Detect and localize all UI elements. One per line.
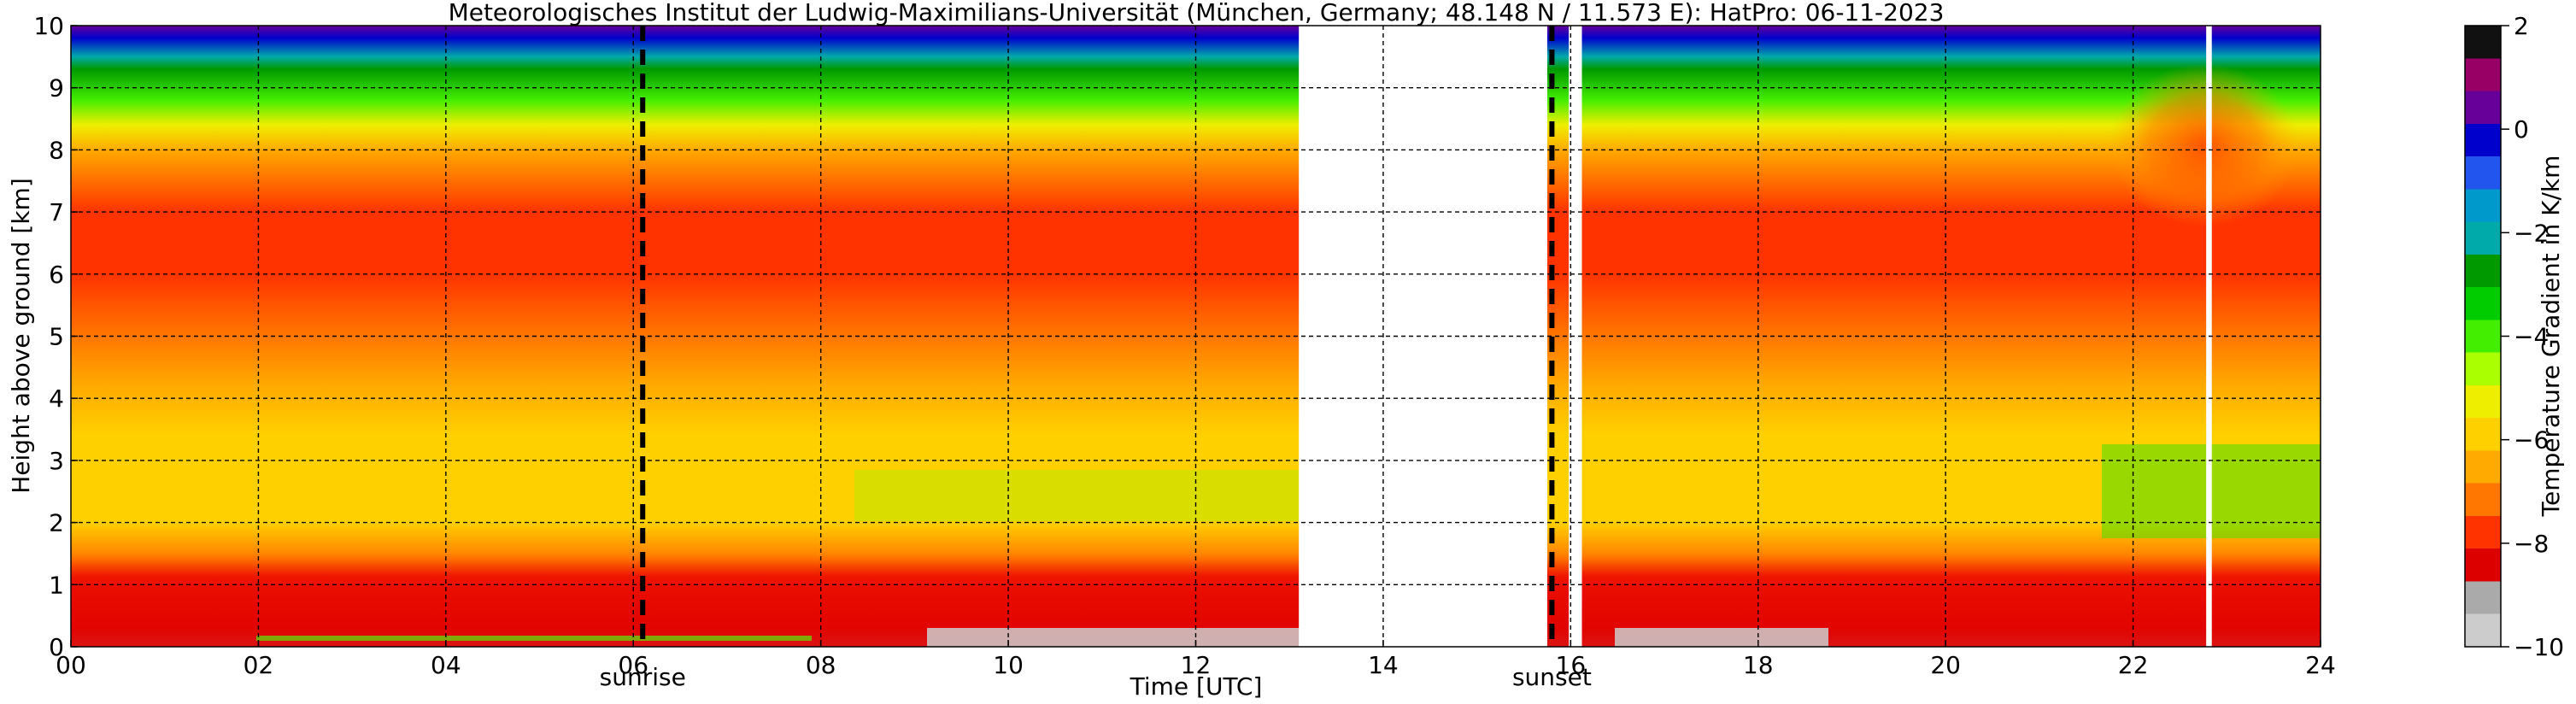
y-tick-label: 8 [49, 136, 64, 164]
surface-gray-patch-day [927, 628, 1303, 647]
x-tick-label: 22 [2118, 651, 2149, 679]
colorbar-ticks: 2 0 −2 −4 −6 −8 −10 [2501, 12, 2564, 661]
y-tick-label: 9 [49, 74, 64, 103]
y-tick-label: 3 [49, 447, 64, 475]
x-tick-label: 08 [806, 651, 836, 679]
x-tick-label: 10 [993, 651, 1024, 679]
y-tick-label: 7 [49, 198, 64, 226]
sunset-label: sunset [1512, 663, 1592, 691]
chart-title: Meteorologisches Institut der Ludwig-Max… [449, 0, 1945, 26]
y-tick-label: 10 [33, 12, 64, 40]
x-tick-label: 00 [56, 651, 86, 679]
colorbar-label: Temperature Gradient in K/km [2537, 155, 2565, 518]
evening-upper-layer [2110, 64, 2298, 226]
surface-green-line [256, 636, 812, 641]
x-tick-label: 24 [2305, 651, 2336, 679]
y-tick-label: 6 [49, 261, 64, 289]
y-tick-label: 2 [49, 509, 64, 537]
colorbar-tick-label: −6 [2514, 426, 2549, 455]
sunrise-label: sunrise [600, 663, 686, 691]
y-tick-label: 4 [49, 384, 64, 413]
x-tick-label: 16 [1556, 651, 1587, 679]
x-tick-label: 02 [244, 651, 274, 679]
x-tick-label: 06 [618, 651, 648, 679]
colorbar: 2 0 −2 −4 −6 −8 −10 Temperature Gradient in K/… [2464, 12, 2565, 661]
x-tick-label: 04 [431, 651, 461, 679]
y-tick-label: 1 [49, 571, 64, 599]
data-gap [1569, 26, 1582, 647]
y-tick-label: 5 [49, 323, 64, 351]
colorbar-tick-label: −2 [2514, 219, 2549, 247]
colorbar-tick-label: −8 [2514, 530, 2549, 558]
surface-gray-patch-evening [1615, 628, 1828, 647]
morning-green-patch [854, 470, 1299, 521]
y-axis-label: Height above ground [km] [7, 178, 35, 494]
colorbar-tick-label: −10 [2514, 633, 2564, 661]
sun-marker-lines [640, 26, 1555, 647]
colorbar-tick-label: 2 [2514, 12, 2529, 40]
heatmap-plot-area [71, 26, 2321, 647]
x-tick-label: 20 [1930, 651, 1961, 679]
colorbar-tick-label: 0 [2514, 115, 2529, 144]
sun-marker-labels: sunrise sunset [600, 663, 1592, 691]
x-tick-label: 18 [1743, 651, 1774, 679]
x-tick-label: 12 [1181, 651, 1212, 679]
x-tick-label: 14 [1368, 651, 1399, 679]
x-axis-label: Time [UTC] [1130, 672, 1263, 701]
colorbar-tick-label: −4 [2514, 323, 2549, 351]
y-tick-label: 0 [49, 633, 64, 661]
colorbar-scale [2464, 25, 2502, 648]
grid-lines [71, 26, 2321, 647]
